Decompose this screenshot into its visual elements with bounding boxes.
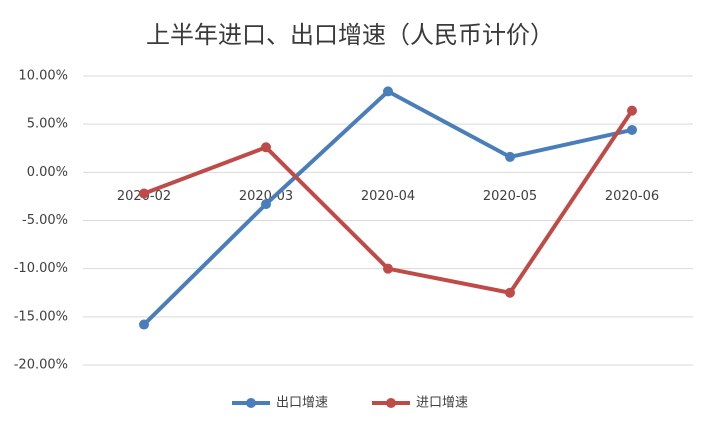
x-tick-label: 2020-06 bbox=[605, 189, 659, 204]
x-tick-label: 2020-04 bbox=[361, 189, 415, 204]
y-tick-label: 0.00% bbox=[27, 165, 68, 180]
data-point bbox=[505, 287, 515, 298]
chart-title: 上半年进口、出口增速（人民币计价） bbox=[146, 21, 554, 49]
data-point bbox=[139, 319, 149, 330]
y-tick-label: -5.00% bbox=[22, 213, 68, 228]
data-point bbox=[383, 86, 393, 97]
legend-label: 进口增速 bbox=[416, 396, 468, 411]
data-point bbox=[383, 263, 393, 274]
legend-marker bbox=[246, 398, 256, 408]
data-point bbox=[505, 151, 515, 162]
y-tick-label: 5.00% bbox=[27, 117, 68, 132]
data-point bbox=[261, 142, 271, 153]
y-tick-label: 10.00% bbox=[18, 69, 68, 84]
legend-marker bbox=[386, 398, 396, 408]
data-point bbox=[139, 188, 149, 199]
data-point bbox=[627, 124, 637, 135]
data-point bbox=[627, 105, 637, 116]
data-point bbox=[261, 199, 271, 210]
y-tick-label: -20.00% bbox=[14, 358, 68, 373]
x-tick-label: 2020-05 bbox=[483, 189, 537, 204]
y-tick-label: -10.00% bbox=[14, 261, 68, 276]
legend-label: 出口增速 bbox=[276, 396, 328, 411]
y-tick-label: -15.00% bbox=[14, 309, 68, 324]
